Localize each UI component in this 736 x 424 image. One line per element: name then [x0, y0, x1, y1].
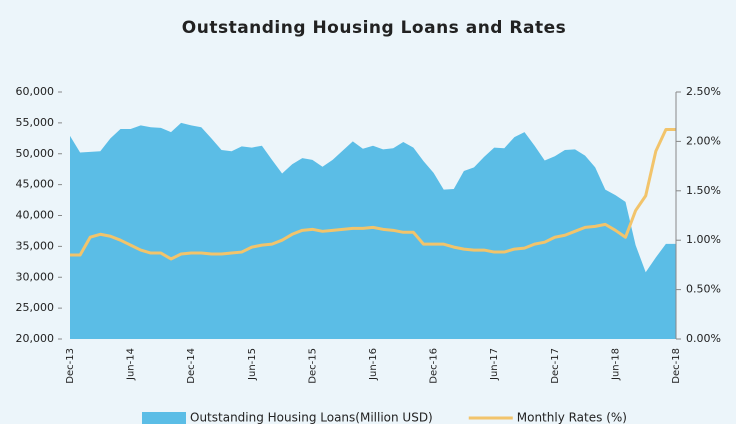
y-tick-label: 45,000	[16, 178, 55, 191]
y-tick-label: 60,000	[16, 85, 55, 98]
y2-tick-label: 1.00%	[686, 233, 721, 246]
area	[70, 122, 676, 339]
x-tick-label: Dec-18	[671, 348, 682, 384]
x-tick-label: Jun-16	[368, 348, 379, 381]
x-tick-label: Dec-13	[65, 348, 76, 384]
y-tick-label: 20,000	[16, 332, 55, 345]
x-tick-label: Dec-14	[186, 348, 197, 384]
y2-tick-label: 2.00%	[686, 134, 721, 147]
y-tick-label: 25,000	[16, 301, 55, 314]
x-tick-label: Dec-15	[307, 348, 318, 384]
y-tick-label: 30,000	[16, 270, 55, 283]
x-tick-label: Dec-16	[429, 348, 440, 384]
x-tick-label: Jun-15	[247, 348, 258, 381]
x-tick-label: Jun-18	[610, 348, 621, 381]
chart-title: Outstanding Housing Loans and Rates	[182, 18, 566, 38]
y2-tick-label: 0.50%	[686, 283, 721, 296]
y2-tick-label: 2.50%	[686, 85, 721, 98]
legend-label: Monthly Rates (%)	[517, 411, 627, 424]
y-tick-label: 55,000	[16, 116, 55, 129]
legend-label: Outstanding Housing Loans(Million USD)	[190, 411, 433, 424]
line	[70, 128, 676, 261]
y2-tick-label: 0.00%	[686, 332, 721, 345]
y-tick-label: 50,000	[16, 147, 55, 160]
x-tick-label: Dec-17	[550, 348, 561, 384]
x-tick-label: Jun-17	[489, 348, 500, 381]
x-tick-label: Jun-14	[126, 348, 137, 381]
y2-tick-label: 1.50%	[686, 184, 721, 197]
y-tick-label: 40,000	[16, 209, 55, 222]
y-tick-label: 35,000	[16, 239, 55, 252]
legend-swatch	[142, 412, 186, 424]
